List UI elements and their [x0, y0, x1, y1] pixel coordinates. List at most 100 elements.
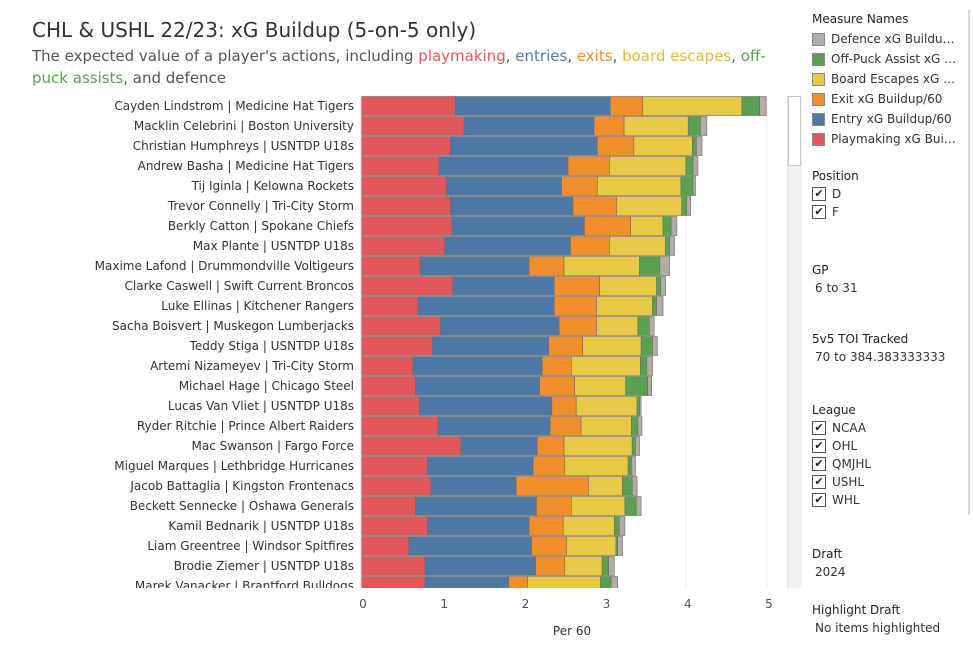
bar-segment[interactable] [609, 96, 644, 116]
bar-segment[interactable] [451, 216, 585, 236]
bar-segment[interactable] [564, 556, 603, 576]
legend-item-defence[interactable]: Defence xG Buildup/60 [812, 29, 959, 49]
legend-item-exit[interactable]: Exit xG Buildup/60 [812, 89, 959, 109]
bar-segment[interactable] [419, 256, 530, 276]
position-option-f[interactable]: ✔ F [812, 203, 859, 221]
toi-filter[interactable]: 5v5 TOI Tracked 70 to 384.383333333 [812, 332, 945, 364]
bar-segment[interactable] [427, 516, 530, 536]
bar-segment[interactable] [601, 556, 609, 576]
bar-segment[interactable] [656, 276, 661, 296]
bar-segment[interactable] [535, 556, 566, 576]
bar-segment[interactable] [558, 316, 597, 336]
league-option-ushl[interactable]: ✔ USHL [812, 473, 871, 491]
checkbox-qmjhl[interactable]: ✔ [812, 457, 826, 471]
bar-segment[interactable] [631, 476, 638, 496]
legend-scrollbar[interactable] [968, 10, 970, 515]
bar-segment[interactable] [639, 396, 642, 416]
bar-segment[interactable] [539, 376, 575, 396]
bar-segment[interactable] [360, 276, 454, 296]
bar-segment[interactable] [570, 236, 610, 256]
bar-segment[interactable] [669, 236, 675, 256]
bar-segment[interactable] [652, 296, 657, 316]
bar-segment[interactable] [549, 416, 582, 436]
bar-segment[interactable] [360, 476, 432, 496]
bar-segment[interactable] [438, 156, 569, 176]
bar-segment[interactable] [360, 136, 451, 156]
bar-segment[interactable] [633, 136, 693, 156]
bar-segment[interactable] [515, 476, 589, 496]
checkbox-whl[interactable]: ✔ [812, 493, 826, 507]
bar-segment[interactable] [415, 496, 537, 516]
bar-segment[interactable] [450, 196, 574, 216]
bar-segment[interactable] [596, 296, 653, 316]
bar-segment[interactable] [463, 116, 595, 136]
bar-segment[interactable] [610, 576, 618, 596]
bar-segment[interactable] [548, 336, 583, 356]
bar-segment[interactable] [508, 576, 528, 596]
chart-scrollbar-track[interactable] [787, 96, 802, 588]
bar-segment[interactable] [680, 176, 694, 196]
bar-segment[interactable] [700, 116, 708, 136]
gp-filter[interactable]: GP 6 to 31 [812, 263, 858, 295]
bar-segment[interactable] [659, 256, 670, 276]
bar-segment[interactable] [575, 396, 638, 416]
bar-segment[interactable] [360, 356, 414, 376]
bar-segment[interactable] [408, 536, 532, 556]
bar-segment[interactable] [691, 136, 697, 156]
bar-segment[interactable] [551, 396, 577, 416]
checkbox-ohl[interactable]: ✔ [812, 439, 826, 453]
bar-segment[interactable] [582, 336, 642, 356]
bar-segment[interactable] [437, 416, 551, 436]
bar-segment[interactable] [460, 436, 538, 456]
bar-segment[interactable] [360, 96, 456, 116]
league-option-ohl[interactable]: ✔ OHL [812, 437, 871, 455]
highlight-draft[interactable]: Highlight Draft No items highlighted [812, 603, 940, 635]
bar-segment[interactable] [527, 576, 601, 596]
checkbox-ushl[interactable]: ✔ [812, 475, 826, 489]
bar-segment[interactable] [622, 476, 633, 496]
bar-segment[interactable] [583, 216, 631, 236]
bar-segment[interactable] [580, 416, 632, 436]
legend-item-off-puck-assist[interactable]: Off-Puck Assist xG Bu.. [812, 49, 959, 69]
stacked-bar-chart[interactable]: Cayden Lindstrom | Medicine Hat Tigers Ma… [0, 0, 785, 663]
bar-segment[interactable] [360, 256, 421, 276]
bar-segment[interactable] [618, 516, 626, 536]
bar-segment[interactable] [588, 476, 623, 496]
bar-segment[interactable] [660, 276, 666, 296]
checkbox-d[interactable]: ✔ [812, 187, 826, 201]
legend-item-entry[interactable]: Entry xG Buildup/60 [812, 109, 959, 129]
bar-segment[interactable] [574, 376, 627, 396]
bar-segment[interactable] [686, 196, 691, 216]
bar-segment[interactable] [564, 456, 629, 476]
bar-segment[interactable] [637, 416, 643, 436]
bar-segment[interactable] [528, 256, 565, 276]
league-option-qmjhl[interactable]: ✔ QMJHL [812, 455, 871, 473]
bar-segment[interactable] [424, 556, 536, 576]
bar-segment[interactable] [656, 296, 664, 316]
bar-segment[interactable] [600, 576, 612, 596]
bar-segment[interactable] [596, 136, 635, 156]
bar-segment[interactable] [741, 96, 760, 116]
bar-segment[interactable] [360, 536, 410, 556]
bar-segment[interactable] [412, 356, 543, 376]
bar-segment[interactable] [759, 96, 767, 116]
bar-segment[interactable] [627, 456, 632, 476]
bar-segment[interactable] [360, 496, 416, 516]
bar-segment[interactable] [617, 536, 623, 556]
checkbox-f[interactable]: ✔ [812, 205, 826, 219]
bar-segment[interactable] [642, 96, 743, 116]
bar-segment[interactable] [625, 376, 648, 396]
bar-segment[interactable] [444, 236, 571, 256]
bar-segment[interactable] [636, 396, 640, 416]
bar-segment[interactable] [630, 216, 664, 236]
bar-segment[interactable] [360, 176, 447, 196]
chart-scrollbar-thumb[interactable] [788, 96, 801, 166]
bar-segment[interactable] [599, 276, 657, 296]
bar-segment[interactable] [360, 156, 440, 176]
bar-segment[interactable] [445, 176, 562, 196]
bar-segment[interactable] [415, 376, 540, 396]
bar-segment[interactable] [563, 436, 633, 456]
bar-segment[interactable] [528, 516, 564, 536]
bar-segment[interactable] [427, 456, 534, 476]
bar-segment[interactable] [541, 356, 572, 376]
